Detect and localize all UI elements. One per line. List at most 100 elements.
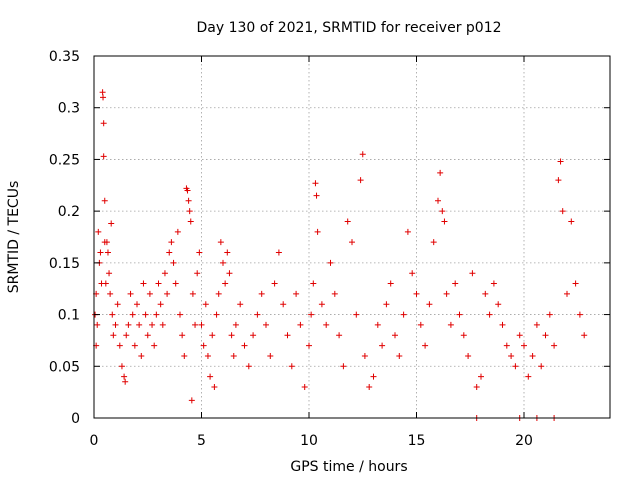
- data-point: [116, 342, 123, 349]
- data-point: [204, 352, 211, 359]
- data-point: [213, 311, 220, 318]
- data-point: [349, 239, 355, 246]
- data-point: [359, 151, 366, 158]
- x-axis-title: GPS time / hours: [290, 459, 407, 475]
- data-point: [185, 197, 192, 204]
- data-point: [435, 197, 441, 204]
- data-point: [495, 301, 502, 308]
- data-point: [336, 332, 343, 339]
- data-point: [211, 383, 218, 390]
- data-point: [110, 332, 117, 339]
- data-point: [439, 208, 446, 215]
- data-point: [288, 363, 295, 370]
- x-tick-label: 20: [515, 433, 533, 449]
- data-point: [217, 239, 224, 246]
- data-point: [512, 363, 519, 370]
- data-point: [142, 311, 149, 318]
- data-point: [188, 397, 195, 404]
- data-point: [226, 270, 233, 277]
- data-point: [250, 332, 257, 339]
- data-point: [404, 228, 411, 235]
- data-point: [114, 301, 121, 308]
- x-tick-label: 5: [197, 433, 206, 449]
- data-point: [581, 332, 588, 339]
- data-point: [224, 249, 231, 256]
- data-point: [179, 332, 186, 339]
- data-point: [293, 290, 300, 297]
- data-point: [97, 249, 104, 256]
- data-point: [146, 290, 153, 297]
- data-point: [153, 311, 160, 318]
- data-point: [194, 270, 201, 277]
- data-point: [123, 332, 130, 339]
- data-point: [108, 220, 115, 227]
- data-point: [129, 311, 136, 318]
- data-point: [392, 332, 398, 339]
- data-point: [353, 311, 360, 318]
- data-point: [112, 321, 119, 328]
- data-point: [525, 373, 532, 380]
- data-point: [443, 290, 450, 297]
- data-point: [318, 301, 325, 308]
- data-point: [542, 332, 549, 339]
- data-point: [100, 120, 107, 127]
- data-point: [245, 363, 252, 370]
- y-tick-label: 0.05: [49, 359, 80, 375]
- data-point: [576, 311, 583, 318]
- y-tick-label: 0.15: [49, 256, 80, 272]
- data-point: [323, 321, 330, 328]
- data-point: [387, 280, 394, 287]
- data-point: [314, 228, 321, 235]
- data-point: [478, 373, 484, 380]
- data-point: [473, 383, 480, 390]
- data-point: [198, 321, 205, 328]
- data-point: [168, 239, 175, 246]
- data-point: [138, 352, 145, 359]
- data-point: [222, 280, 229, 287]
- data-point: [192, 321, 199, 328]
- data-point: [174, 228, 181, 235]
- data-point: [106, 270, 113, 277]
- data-point: [258, 290, 265, 297]
- data-point: [465, 352, 472, 359]
- data-point: [220, 259, 226, 266]
- y-tick-label: 0.1: [58, 308, 80, 324]
- data-point: [503, 342, 510, 349]
- plot-frame: [93, 55, 611, 419]
- data-point: [121, 373, 128, 380]
- data-point: [529, 352, 536, 359]
- data-point: [312, 180, 319, 187]
- data-point: [140, 280, 147, 287]
- data-point: [275, 249, 282, 256]
- data-point: [109, 311, 116, 318]
- data-point: [202, 301, 209, 308]
- data-point: [447, 321, 454, 328]
- y-tick-label: 0: [71, 411, 80, 427]
- data-point: [383, 301, 390, 308]
- data-point: [357, 177, 364, 184]
- data-point: [230, 352, 237, 359]
- data-point: [284, 332, 291, 339]
- data-point: [370, 373, 377, 380]
- data-point: [104, 249, 111, 256]
- chart-title: Day 130 of 2021, SRMTID for receiver p01…: [196, 20, 501, 36]
- data-point: [297, 321, 304, 328]
- data-point: [228, 332, 235, 339]
- data-point: [103, 239, 110, 246]
- data-point: [166, 249, 173, 256]
- data-point: [456, 311, 463, 318]
- data-point: [555, 177, 562, 184]
- data-point: [486, 311, 493, 318]
- data-point: [125, 321, 132, 328]
- x-tick-label: 10: [300, 433, 318, 449]
- data-point: [209, 332, 216, 339]
- data-point: [313, 192, 320, 199]
- data-point: [396, 352, 403, 359]
- data-point: [564, 290, 570, 297]
- data-point: [452, 280, 459, 287]
- data-point: [155, 280, 162, 287]
- data-point: [161, 270, 168, 277]
- y-tick-label: 0.25: [49, 152, 80, 168]
- data-point: [400, 311, 407, 318]
